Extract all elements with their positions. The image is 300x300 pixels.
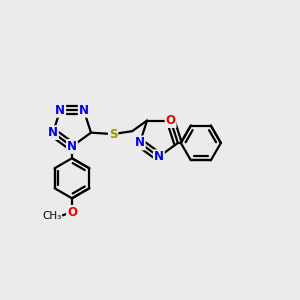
Text: N: N	[154, 150, 164, 163]
Text: O: O	[67, 206, 77, 219]
Text: N: N	[135, 136, 145, 149]
Text: N: N	[79, 104, 89, 117]
Text: N: N	[67, 140, 77, 153]
Text: S: S	[109, 128, 117, 141]
Text: CH₃: CH₃	[42, 211, 62, 221]
Text: N: N	[55, 104, 65, 117]
Text: O: O	[166, 114, 176, 127]
Text: N: N	[48, 126, 58, 139]
